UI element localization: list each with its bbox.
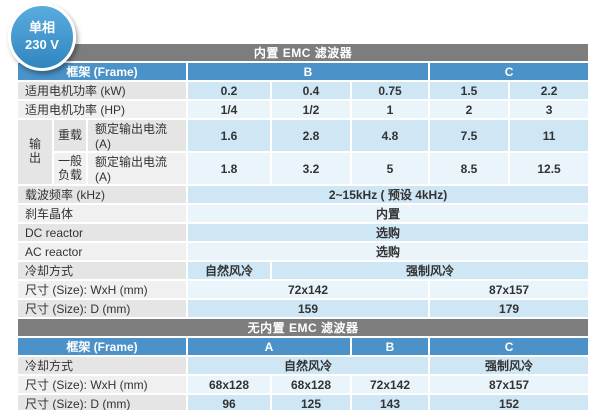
spec-value: 72x142 bbox=[352, 376, 428, 393]
spec-label: 冷却方式 bbox=[18, 262, 186, 279]
row-cooling-method-2: 冷却方式 自然风冷 强制风冷 bbox=[18, 357, 589, 374]
load-type-label: 重载 bbox=[54, 120, 86, 151]
spec-label: 适用电机功率 (HP) bbox=[18, 101, 186, 118]
row-brake-chopper: 刹车晶体 内置 bbox=[18, 205, 589, 222]
row-dc-reactor: DC reactor 选购 bbox=[18, 224, 589, 241]
spec-value: 强制风冷 bbox=[430, 357, 589, 374]
spec-value: 0.4 bbox=[272, 82, 350, 99]
spec-value: 1/2 bbox=[272, 101, 350, 118]
spec-label: 额定输出电流 (A) bbox=[88, 153, 186, 184]
spec-value: 4.8 bbox=[352, 120, 428, 151]
frame-header-row-2: 框架 (Frame) A B C bbox=[18, 338, 589, 355]
spec-value: 7.5 bbox=[430, 120, 508, 151]
spec-value: 0.75 bbox=[352, 82, 428, 99]
spec-value: 1.8 bbox=[188, 153, 270, 184]
spec-label: 载波频率 (kHz) bbox=[18, 186, 186, 203]
voltage-badge-phase: 单相 bbox=[28, 20, 55, 36]
spec-value: 内置 bbox=[188, 205, 589, 222]
frame-group-c: C bbox=[430, 63, 589, 80]
row-cooling-method: 冷却方式 自然风冷 强制风冷 bbox=[18, 262, 589, 279]
section-header-built-in-emc: 内置 EMC 滤波器 bbox=[18, 44, 589, 61]
row-size-d-2: 尺寸 (Size): D (mm) 96 125 143 152 bbox=[18, 395, 589, 410]
row-size-wxh-2: 尺寸 (Size): WxH (mm) 68x128 68x128 72x142… bbox=[18, 376, 589, 393]
frame-label-cell: 框架 (Frame) bbox=[18, 63, 186, 80]
section-title: 内置 EMC 滤波器 bbox=[18, 44, 589, 61]
frame-header-row: 框架 (Frame) B C bbox=[18, 63, 589, 80]
spec-label: 额定输出电流 (A) bbox=[88, 120, 186, 151]
spec-value: 3 bbox=[510, 101, 589, 118]
frame-group-c: C bbox=[430, 338, 589, 355]
spec-value: 自然风冷 bbox=[188, 357, 428, 374]
frame-group-a: A bbox=[188, 338, 350, 355]
spec-label: AC reactor bbox=[18, 243, 186, 260]
spec-value: 152 bbox=[430, 395, 589, 410]
frame-label-cell: 框架 (Frame) bbox=[18, 338, 186, 355]
spec-label: 尺寸 (Size): WxH (mm) bbox=[18, 281, 186, 298]
frame-group-b: B bbox=[352, 338, 428, 355]
spec-value: 0.2 bbox=[188, 82, 270, 99]
spec-value: 3.2 bbox=[272, 153, 350, 184]
spec-value: 125 bbox=[272, 395, 350, 410]
spec-value: 1 bbox=[352, 101, 428, 118]
spec-value: 选购 bbox=[188, 243, 589, 260]
row-output-heavy-duty: 输出 重载 额定输出电流 (A) 1.6 2.8 4.8 7.5 11 bbox=[18, 120, 589, 184]
voltage-badge-volts: 230 V bbox=[25, 37, 59, 52]
spec-label: DC reactor bbox=[18, 224, 186, 241]
spec-label: 适用电机功率 (kW) bbox=[18, 82, 186, 99]
spec-table: 内置 EMC 滤波器 框架 (Frame) B C 适用电机功率 (kW) 0.… bbox=[16, 42, 590, 410]
voltage-badge: 单相 230 V bbox=[8, 3, 76, 71]
spec-value: 87x157 bbox=[430, 281, 589, 298]
spec-value: 96 bbox=[188, 395, 270, 410]
spec-label: 尺寸 (Size): WxH (mm) bbox=[18, 376, 186, 393]
spec-value: 1.6 bbox=[188, 120, 270, 151]
row-ac-reactor: AC reactor 选购 bbox=[18, 243, 589, 260]
section-title: 无内置 EMC 滤波器 bbox=[18, 319, 589, 336]
spec-value: 68x128 bbox=[188, 376, 270, 393]
spec-value: 159 bbox=[188, 300, 428, 317]
spec-value: 2.2 bbox=[510, 82, 589, 99]
spec-value: 2 bbox=[430, 101, 508, 118]
row-size-wxh: 尺寸 (Size): WxH (mm) 72x142 87x157 bbox=[18, 281, 589, 298]
spec-value: 68x128 bbox=[272, 376, 350, 393]
spec-value: 8.5 bbox=[430, 153, 508, 184]
spec-value: 1.5 bbox=[430, 82, 508, 99]
row-motor-power-kw: 适用电机功率 (kW) 0.2 0.4 0.75 1.5 2.2 bbox=[18, 82, 589, 99]
load-type-label: 一般负载 bbox=[54, 153, 86, 184]
row-size-d: 尺寸 (Size): D (mm) 159 179 bbox=[18, 300, 589, 317]
spec-value: 72x142 bbox=[188, 281, 428, 298]
output-group-cell: 输出 bbox=[18, 120, 52, 184]
spec-value: 11 bbox=[510, 120, 589, 151]
row-carrier-frequency: 载波频率 (kHz) 2~15kHz ( 预设 4kHz) bbox=[18, 186, 589, 203]
spec-value: 87x157 bbox=[430, 376, 589, 393]
spec-value: 179 bbox=[430, 300, 589, 317]
spec-value: 1/4 bbox=[188, 101, 270, 118]
row-output-normal-duty: 一般负载 额定输出电流 (A) 1.8 3.2 5 8.5 12.5 bbox=[18, 153, 589, 184]
spec-value: 143 bbox=[352, 395, 428, 410]
spec-value: 2.8 bbox=[272, 120, 350, 151]
spec-label: 刹车晶体 bbox=[18, 205, 186, 222]
spec-value: 5 bbox=[352, 153, 428, 184]
spec-value: 自然风冷 bbox=[188, 262, 270, 279]
spec-label: 冷却方式 bbox=[18, 357, 186, 374]
frame-group-b: B bbox=[188, 63, 428, 80]
row-motor-power-hp: 适用电机功率 (HP) 1/4 1/2 1 2 3 bbox=[18, 101, 589, 118]
spec-value: 12.5 bbox=[510, 153, 589, 184]
output-group-label: 输出 bbox=[28, 137, 41, 165]
section-header-no-emc: 无内置 EMC 滤波器 bbox=[18, 319, 589, 336]
spec-value: 强制风冷 bbox=[272, 262, 589, 279]
spec-value: 选购 bbox=[188, 224, 589, 241]
spec-label: 尺寸 (Size): D (mm) bbox=[18, 395, 186, 410]
spec-label: 尺寸 (Size): D (mm) bbox=[18, 300, 186, 317]
spec-value: 2~15kHz ( 预设 4kHz) bbox=[188, 186, 589, 203]
